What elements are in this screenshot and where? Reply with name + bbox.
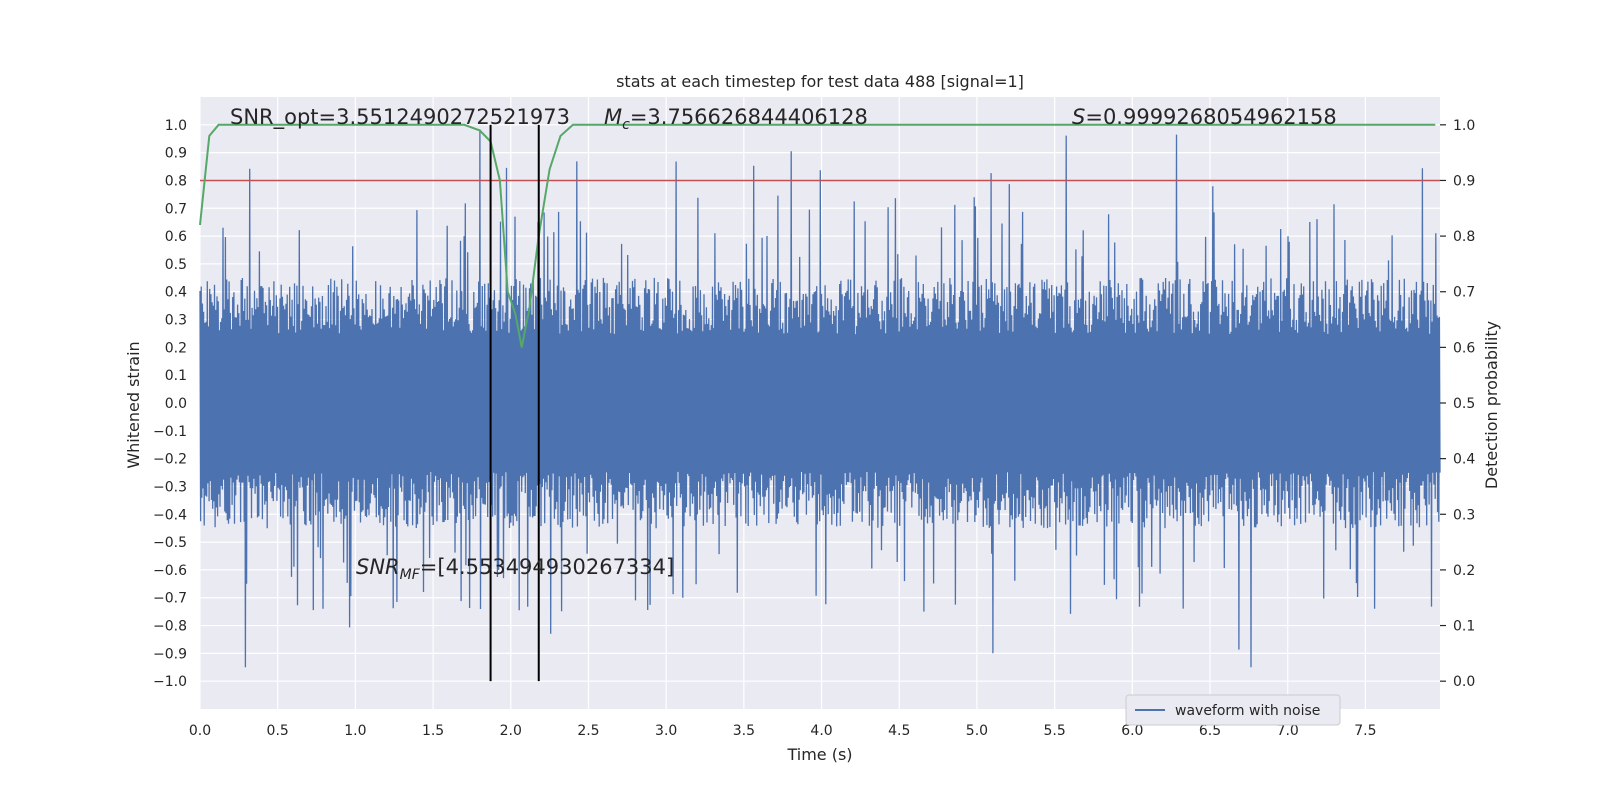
y-right-tick-label: 0.3 <box>1453 507 1475 523</box>
y-tick-label: 1.0 <box>165 118 187 134</box>
x-axis-ticks: 0.0 0.5 1.0 1.5 2.0 2.5 3.0 3.5 4.0 4.5 5.0 5.5 6.0 6… <box>189 723 1377 739</box>
legend-box <box>1125 694 1341 726</box>
y-tick-label: −0.4 <box>153 507 187 523</box>
probability-series-group <box>199 123 1436 348</box>
y-right-tick-label: 1.0 <box>1453 118 1475 134</box>
y-tick-label: −0.9 <box>153 646 187 662</box>
x-tick-label: 5.0 <box>966 723 988 739</box>
y-tick-label: −1.0 <box>153 674 187 690</box>
y-tick-label: 0.9 <box>165 146 187 162</box>
y-axis-label: Whitened strain <box>124 341 143 468</box>
x-tick-label: 1.5 <box>422 723 444 739</box>
y-tick-label: −0.5 <box>153 535 187 551</box>
y-right-tick-label: 0.0 <box>1453 674 1475 690</box>
y-right-axis-ticks: 1.0 0.9 0.8 0.7 0.6 0.5 0.4 0.3 0.2 0.1 0.0 <box>1440 118 1475 690</box>
y-right-tick-label: 0.5 <box>1453 396 1475 412</box>
x-tick-label: 4.0 <box>810 723 832 739</box>
y-right-tick-label: 0.9 <box>1453 173 1475 189</box>
x-tick-label: 0.0 <box>189 723 211 739</box>
y-right-tick-label: 0.6 <box>1453 340 1475 356</box>
y-right-tick-label: 0.4 <box>1453 452 1475 468</box>
y-tick-label: 0.3 <box>165 313 187 329</box>
x-tick-label: 4.5 <box>888 723 910 739</box>
s-score-symbol: S <box>1072 105 1085 129</box>
y-tick-label: −0.6 <box>153 563 187 579</box>
y-tick-label: 0.2 <box>165 340 187 356</box>
waveform-line <box>199 129 1441 668</box>
chirp-mass-subscript: c <box>622 117 630 133</box>
x-tick-label: 1.0 <box>344 723 366 739</box>
s-score-value: =0.9999268054962158 <box>1085 105 1336 129</box>
chart-title: stats at each timestep for test data 488… <box>616 72 1024 91</box>
x-tick-label: 6.0 <box>1121 723 1143 739</box>
snr-mf-subscript: MF <box>400 567 421 583</box>
marker-lines <box>489 124 540 682</box>
chirp-mass-value: =3.756626844406128 <box>630 105 868 129</box>
probability-line <box>199 123 1436 348</box>
y-tick-label: −0.2 <box>153 452 187 468</box>
x-tick-label: 3.5 <box>733 723 755 739</box>
snr-mf-value: =[4.553494930267334] <box>420 555 674 579</box>
y-tick-label: 0.4 <box>165 285 187 301</box>
y-tick-label: 0.0 <box>165 396 187 412</box>
y-tick-label: 0.6 <box>165 229 187 245</box>
x-tick-label: 6.5 <box>1199 723 1221 739</box>
x-tick-label: 2.5 <box>577 723 599 739</box>
snr-mf-symbol: SNR <box>356 555 400 579</box>
y-right-axis-label: Detection probability <box>1482 321 1501 489</box>
x-tick-label: 2.0 <box>500 723 522 739</box>
y-right-tick-label: 0.7 <box>1453 285 1475 301</box>
y-tick-label: −0.3 <box>153 479 187 495</box>
x-tick-label: 7.0 <box>1277 723 1299 739</box>
y-axis-ticks: 1.0 0.9 0.8 0.7 0.6 0.5 0.4 0.3 0.2 0.1 0.0 −0.1 −0.… <box>153 118 187 690</box>
y-tick-label: −0.8 <box>153 619 187 635</box>
annotation-snr-mf: SNRMF=[4.553494930267334] <box>356 555 674 583</box>
chirp-mass-symbol: M <box>604 105 622 129</box>
annotation-snr-opt: SNR_opt=3.5512490272521973 <box>230 105 570 130</box>
x-tick-label: 7.5 <box>1354 723 1376 739</box>
y-right-tick-label: 0.2 <box>1453 563 1475 579</box>
y-right-tick-label: 0.1 <box>1453 619 1475 635</box>
legend-label: waveform with noise <box>1175 703 1320 719</box>
x-tick-label: 5.5 <box>1044 723 1066 739</box>
y-tick-label: −0.7 <box>153 591 187 607</box>
y-tick-label: 0.1 <box>165 368 187 384</box>
y-tick-label: 0.7 <box>165 201 187 217</box>
legend: waveform with noise <box>1125 694 1341 726</box>
annotation-chirp-mass: Mc=3.756626844406128 <box>604 105 868 133</box>
y-tick-label: −0.1 <box>153 424 187 440</box>
x-axis-label: Time (s) <box>786 745 852 764</box>
annotation-s-score: S=0.9999268054962158 <box>1072 105 1337 129</box>
x-tick-label: 0.5 <box>267 723 289 739</box>
y-tick-label: 0.8 <box>165 173 187 189</box>
x-tick-label: 3.0 <box>655 723 677 739</box>
y-tick-label: 0.5 <box>165 257 187 273</box>
y-right-tick-label: 0.8 <box>1453 229 1475 245</box>
waveform-series <box>199 129 1441 668</box>
